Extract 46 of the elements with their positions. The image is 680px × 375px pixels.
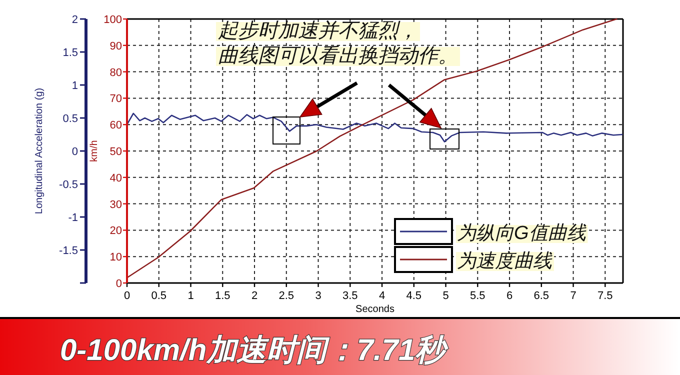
annotation: 曲线图可以看出换挡动作。 [218,45,458,67]
x-tick-label: 5.5 [470,290,486,302]
x-tick-label: 3 [315,290,322,302]
legend-item: 为纵向G值曲线 [394,218,588,245]
y2-tick-label: 60 [110,120,122,132]
y2-tick-label: 100 [104,14,122,26]
x-tick-label: 2 [251,290,258,302]
x-tick-label: 1.5 [214,290,230,302]
x-tick-label: 5 [442,290,449,302]
x-axis-title: Seconds [356,304,394,315]
y2-tick-label: 40 [110,172,122,184]
y2-tick-label: 90 [110,40,122,52]
x-tick-label: 4.5 [406,290,422,302]
y2-axis-title: km/h [89,140,100,162]
annotation: 起步时加速并不猛烈， [218,20,418,42]
x-tick-label: 0.5 [151,290,167,302]
y-tick-label: 1 [72,80,78,92]
text: 0-100km/h加速时间：7.71秒 [60,334,450,367]
y2-tick-label: 0 [116,278,122,290]
x-tick-label: 6 [506,290,513,302]
x-tick-label: 7 [570,290,576,302]
y2-tick-label: 30 [110,198,122,211]
legend-item: 为速度曲线 [394,246,554,273]
x-tick-label: 7.5 [598,290,613,302]
y-tick-label: 2 [72,14,78,26]
x-tick-label: 1 [188,290,194,302]
x-tick-label: 3.5 [342,290,358,302]
y-axis-title: Longitudinal Acceleration (g) [34,88,45,214]
y-tick-label: -1 [68,212,78,224]
line-series [126,112,624,142]
x-tick-label: 6.5 [534,290,550,302]
y2-tick-label: 80 [110,66,122,79]
legend-label: 为纵向G值曲线 [457,223,587,244]
y2-tick-label: 20 [110,225,122,238]
y-tick-label: 1.5 [62,47,78,59]
x-tick-label: 4 [378,290,386,302]
y2-tick-label: 50 [110,146,122,158]
y2-tick-label: 70 [110,93,122,106]
y-tick-label: -0.5 [59,179,78,191]
x-tick-label: 2.5 [278,290,294,302]
y-tick-label: 0.5 [62,113,78,125]
y2-tick-label: 10 [110,252,122,264]
y-tick-label: -1.5 [59,245,78,257]
legend-label: 为速度曲线 [457,250,553,272]
y-tick-label: 0 [72,146,78,158]
x-tick-label: 0 [124,290,130,302]
